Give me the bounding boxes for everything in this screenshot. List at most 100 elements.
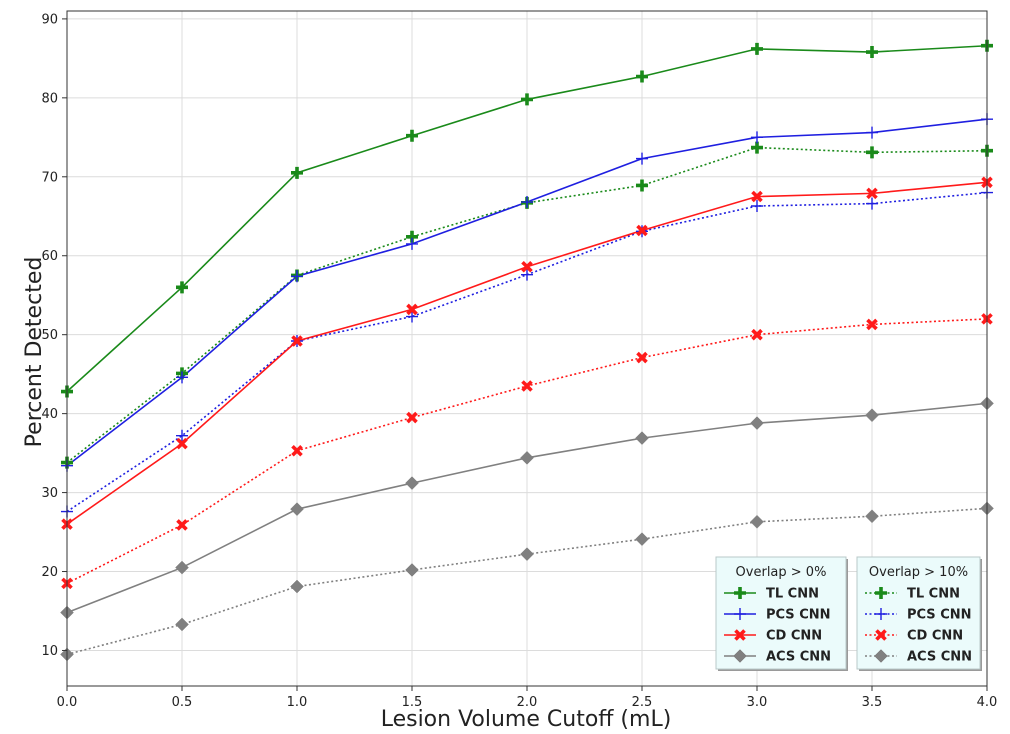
x-tick-label: 1.0 xyxy=(287,695,308,710)
legend-label: ACS CNN xyxy=(907,650,972,665)
data-point xyxy=(866,126,878,139)
legend-box: Overlap > 0% TL CNN PCS CNN CD CNN ACS CNN xyxy=(715,556,848,671)
legend-box: Overlap > 10% TL CNN PCS CNN CD CNN ACS CNN xyxy=(856,556,982,671)
data-point xyxy=(406,411,418,424)
legend-background xyxy=(856,556,981,670)
data-point xyxy=(405,563,419,577)
data-point xyxy=(291,335,303,347)
y-tick-labels: 10 20 30 40 50 60 70 80 90 xyxy=(41,12,58,659)
x-tick-label: 2.0 xyxy=(517,695,538,710)
x-axis-title: Lesion Volume Cutoff (mL) xyxy=(381,707,672,732)
legend-marker xyxy=(733,649,747,663)
data-point xyxy=(176,281,188,294)
x-tick-label: 1.5 xyxy=(402,695,423,710)
data-point xyxy=(636,224,648,237)
legend-background xyxy=(715,556,847,670)
legend-label: CD CNN xyxy=(766,629,822,644)
x-tick-labels: 0.0 0.5 1.0 1.5 2.0 2.5 3.0 3.5 4.0 xyxy=(57,695,998,710)
data-point xyxy=(175,617,189,632)
data-point xyxy=(865,408,879,423)
data-point xyxy=(635,431,649,445)
x-tick-label: 0.5 xyxy=(172,695,193,710)
data-point xyxy=(866,46,878,59)
data-point xyxy=(291,166,303,179)
series-line xyxy=(66,507,988,656)
series-line xyxy=(66,146,988,464)
data-point xyxy=(176,429,188,442)
y-tick-label: 40 xyxy=(41,407,58,422)
x-tick-label: 3.5 xyxy=(862,695,883,710)
data-point xyxy=(750,416,764,430)
legend-label: CD CNN xyxy=(907,629,963,644)
data-point xyxy=(290,579,304,594)
data-point xyxy=(521,268,533,281)
data-point xyxy=(406,310,418,323)
data-point xyxy=(866,187,878,200)
y-tick-label: 50 xyxy=(41,328,58,343)
y-tick-label: 90 xyxy=(41,12,58,27)
data-point xyxy=(176,519,188,531)
x-tick-label: 2.5 xyxy=(632,695,653,710)
data-point xyxy=(521,93,533,106)
data-point xyxy=(636,351,648,364)
legend-marker xyxy=(734,629,746,641)
data-point xyxy=(636,179,648,192)
data-point xyxy=(520,547,534,562)
x-tick-label: 3.0 xyxy=(747,695,768,710)
grid-lines xyxy=(66,11,988,686)
y-axis-title: Percent Detected xyxy=(22,257,47,448)
data-point xyxy=(406,237,418,250)
data-point xyxy=(521,380,533,392)
axis-ticks xyxy=(62,18,988,691)
legend-label: PCS CNN xyxy=(766,608,831,623)
data-point xyxy=(405,476,419,490)
data-point xyxy=(751,328,763,341)
data-point xyxy=(751,42,763,55)
y-tick-label: 30 xyxy=(41,486,58,501)
data-point xyxy=(866,146,878,159)
data-point xyxy=(291,444,303,457)
data-point xyxy=(291,270,303,283)
y-tick-label: 10 xyxy=(41,644,58,659)
data-point xyxy=(406,129,418,142)
data-point xyxy=(636,70,648,83)
legend-label: PCS CNN xyxy=(907,608,972,623)
legend-marker xyxy=(875,629,887,641)
legend-title: Overlap > 10% xyxy=(869,565,968,580)
data-point xyxy=(521,261,533,273)
legend-marker xyxy=(875,587,887,599)
x-tick-label: 4.0 xyxy=(977,695,998,710)
data-point xyxy=(406,303,418,316)
legend-title: Overlap > 0% xyxy=(736,565,827,580)
data-point xyxy=(866,197,878,210)
data-point xyxy=(176,437,188,450)
legend-marker xyxy=(734,608,746,620)
data-point xyxy=(751,141,763,154)
y-tick-label: 60 xyxy=(41,249,58,264)
data-point xyxy=(521,196,533,209)
data-point xyxy=(865,509,879,524)
legend-marker xyxy=(874,649,888,663)
data-point xyxy=(866,318,878,331)
data-point xyxy=(750,514,764,529)
data-point xyxy=(520,450,534,465)
data-point xyxy=(635,532,649,547)
data-point xyxy=(751,200,763,212)
y-tick-label: 20 xyxy=(41,565,58,580)
data-point xyxy=(175,560,189,575)
x-tick-label: 0.0 xyxy=(57,695,78,710)
legend-label: TL CNN xyxy=(766,587,819,602)
legend-label: ACS CNN xyxy=(766,650,831,665)
data-point xyxy=(751,190,763,203)
legend-marker xyxy=(875,608,887,620)
data-point xyxy=(290,502,304,517)
y-tick-label: 80 xyxy=(41,91,58,106)
data-point xyxy=(176,371,188,384)
y-tick-label: 70 xyxy=(41,170,58,185)
legend-label: TL CNN xyxy=(907,587,960,602)
legend-marker xyxy=(734,587,746,599)
data-point xyxy=(751,131,763,144)
data-point xyxy=(636,152,648,165)
